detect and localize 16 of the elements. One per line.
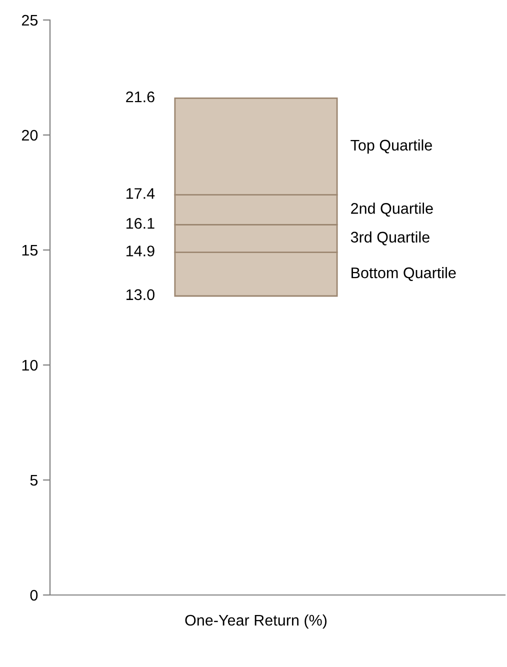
- series-label: Bottom Quartile: [352, 267, 456, 281]
- y-tick-label: 20: [22, 130, 38, 141]
- series-label: 2nd Quartile: [351, 202, 433, 217]
- y-tick-label: 25: [22, 14, 38, 26]
- y-tick-label: 15: [22, 245, 38, 256]
- series-label: 3rd Quartile: [350, 231, 430, 246]
- series-label: Top Quartile: [350, 139, 432, 154]
- annotation: 13.0: [126, 289, 154, 300]
- annotation: 17.4: [126, 188, 155, 199]
- annotation: 14.9: [126, 246, 154, 256]
- x-tick-label: One-Year Return (%): [185, 614, 327, 629]
- y-tick-label: 10: [22, 360, 38, 371]
- annotation: 16.1: [126, 218, 154, 229]
- y-tick-label: 5: [30, 475, 38, 486]
- annotation: 21.6: [126, 91, 154, 102]
- y-tick-label: 0: [30, 590, 38, 601]
